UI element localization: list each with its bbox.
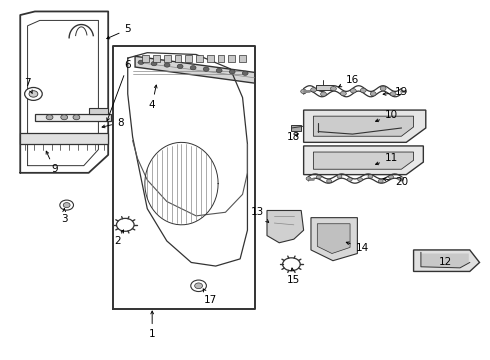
Polygon shape xyxy=(414,250,480,271)
Circle shape xyxy=(311,88,317,92)
Text: 4: 4 xyxy=(149,85,157,110)
Circle shape xyxy=(378,179,383,183)
Text: 5: 5 xyxy=(107,24,131,39)
Bar xyxy=(196,55,203,62)
Text: 8: 8 xyxy=(102,118,123,128)
Circle shape xyxy=(229,70,235,74)
Circle shape xyxy=(60,200,74,210)
Circle shape xyxy=(306,177,311,180)
Circle shape xyxy=(283,258,300,271)
Circle shape xyxy=(347,177,352,181)
Circle shape xyxy=(350,89,356,93)
Polygon shape xyxy=(311,218,357,261)
Circle shape xyxy=(138,60,144,64)
Bar xyxy=(153,55,160,62)
Text: 1: 1 xyxy=(149,311,155,339)
Text: 15: 15 xyxy=(287,268,300,285)
Text: 7: 7 xyxy=(24,78,32,94)
Polygon shape xyxy=(318,224,350,253)
Circle shape xyxy=(216,68,222,73)
Circle shape xyxy=(164,63,170,67)
Circle shape xyxy=(360,88,366,93)
Bar xyxy=(228,55,235,62)
Circle shape xyxy=(61,115,68,120)
Circle shape xyxy=(191,280,206,292)
Circle shape xyxy=(117,219,134,231)
Circle shape xyxy=(341,91,346,96)
Circle shape xyxy=(177,64,183,68)
Circle shape xyxy=(73,115,80,120)
Circle shape xyxy=(242,71,248,75)
Text: 19: 19 xyxy=(383,87,408,97)
Text: 17: 17 xyxy=(203,289,218,305)
Polygon shape xyxy=(20,134,108,144)
Text: 12: 12 xyxy=(439,257,452,267)
Text: 3: 3 xyxy=(61,209,68,224)
Polygon shape xyxy=(314,152,414,169)
Circle shape xyxy=(380,86,386,91)
Circle shape xyxy=(195,283,202,289)
Polygon shape xyxy=(304,146,423,175)
Circle shape xyxy=(24,87,42,100)
Circle shape xyxy=(370,91,376,96)
Polygon shape xyxy=(421,253,469,268)
Circle shape xyxy=(317,175,321,179)
Polygon shape xyxy=(314,116,414,136)
Circle shape xyxy=(331,86,336,91)
Circle shape xyxy=(390,92,396,96)
Circle shape xyxy=(337,175,342,178)
Circle shape xyxy=(368,175,373,178)
Polygon shape xyxy=(304,110,426,142)
Bar xyxy=(174,55,181,62)
Polygon shape xyxy=(135,56,255,83)
Circle shape xyxy=(203,67,209,71)
Text: 20: 20 xyxy=(383,177,408,187)
Text: 18: 18 xyxy=(287,132,300,142)
Circle shape xyxy=(389,175,393,179)
Circle shape xyxy=(320,92,326,96)
Bar xyxy=(218,55,224,62)
Text: 10: 10 xyxy=(376,111,398,122)
Bar xyxy=(239,55,246,62)
Bar xyxy=(207,55,214,62)
Text: 11: 11 xyxy=(376,153,398,165)
Text: 13: 13 xyxy=(250,207,269,222)
Text: 2: 2 xyxy=(115,230,123,246)
Polygon shape xyxy=(35,114,111,121)
Circle shape xyxy=(301,89,307,94)
Bar xyxy=(143,55,149,62)
Bar xyxy=(185,55,192,62)
Circle shape xyxy=(358,177,363,181)
Text: 14: 14 xyxy=(346,242,369,253)
Circle shape xyxy=(327,179,332,183)
Circle shape xyxy=(29,91,38,97)
Text: 6: 6 xyxy=(107,60,131,121)
Bar xyxy=(292,125,301,131)
Text: 9: 9 xyxy=(46,151,58,174)
Circle shape xyxy=(190,66,196,70)
Circle shape xyxy=(46,115,53,120)
Text: 16: 16 xyxy=(339,75,359,87)
Polygon shape xyxy=(267,211,304,243)
Bar xyxy=(316,85,333,90)
Bar xyxy=(164,55,171,62)
Polygon shape xyxy=(89,108,108,114)
Circle shape xyxy=(399,177,404,180)
Circle shape xyxy=(151,62,157,66)
Circle shape xyxy=(63,203,70,208)
